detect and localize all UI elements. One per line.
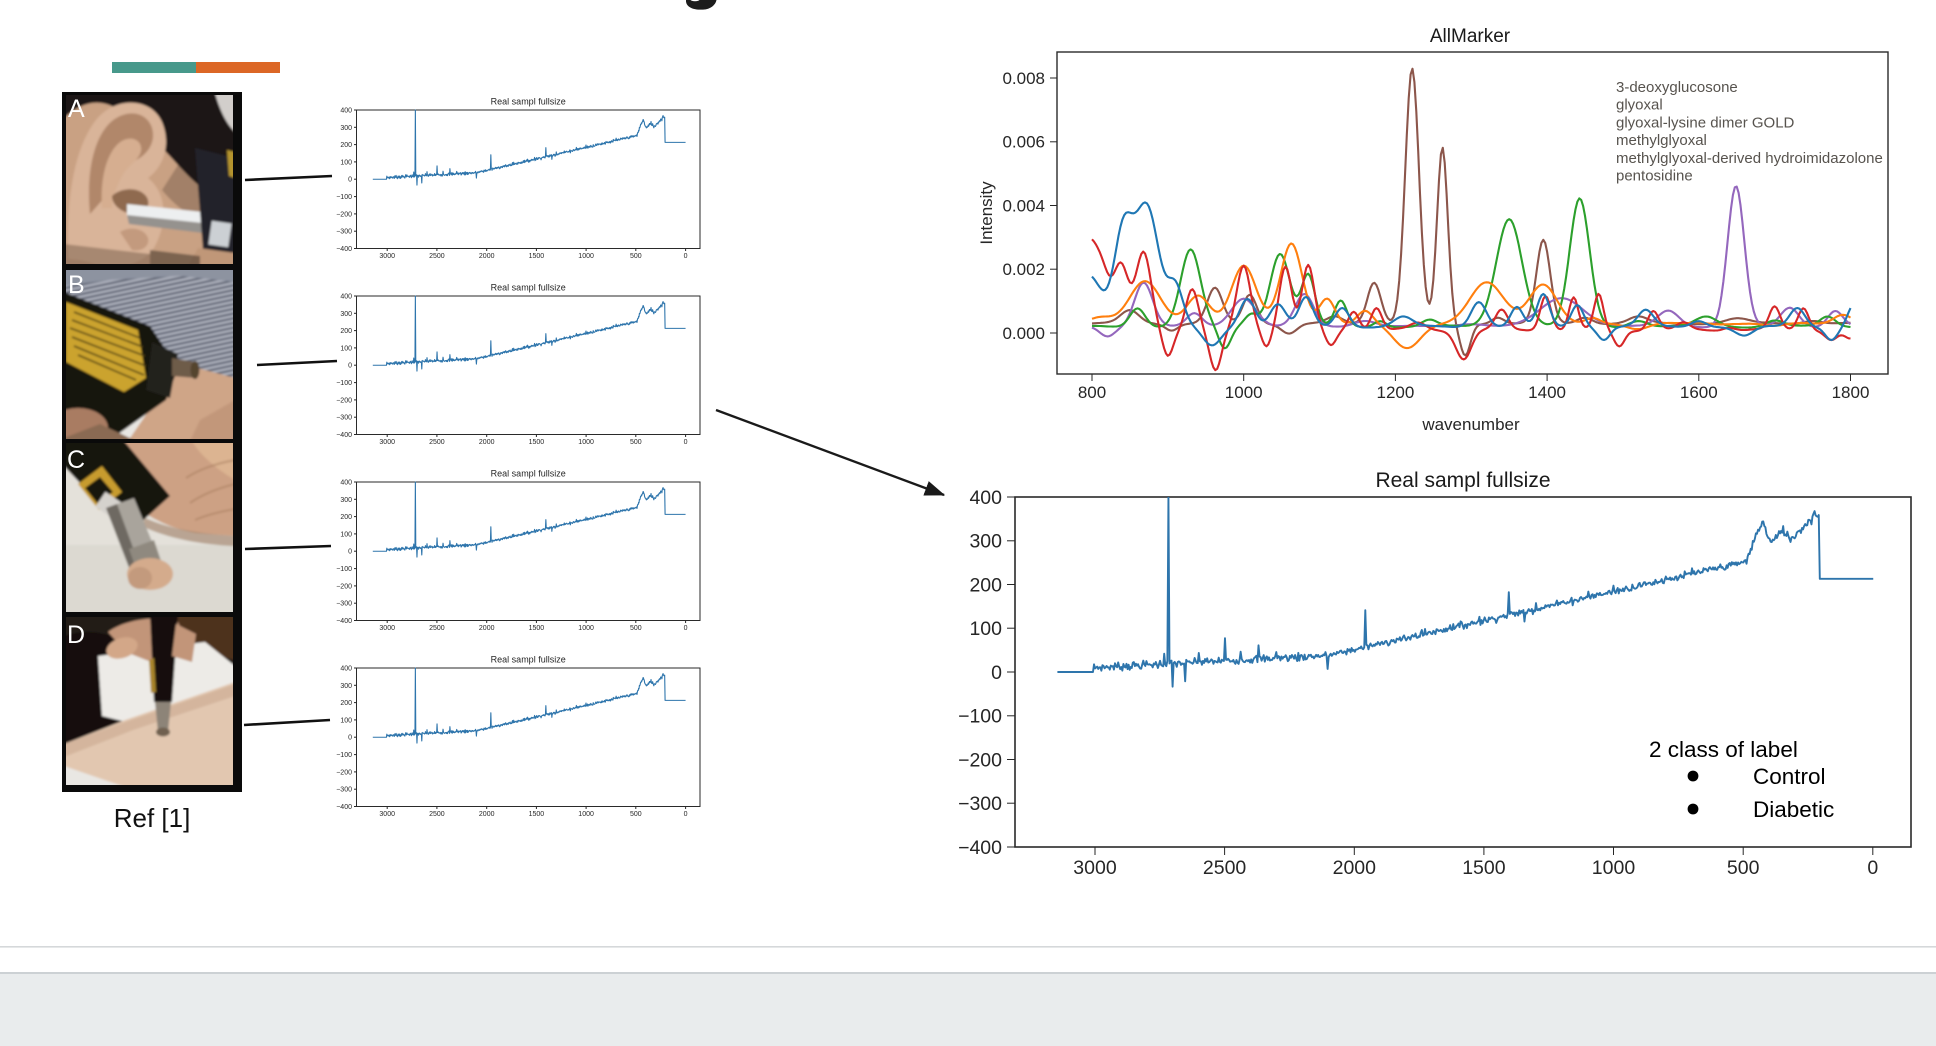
svg-text:0.008: 0.008	[1002, 69, 1045, 88]
svg-text:400: 400	[969, 487, 1002, 509]
svg-text:D: D	[67, 621, 85, 649]
svg-text:100: 100	[969, 618, 1002, 640]
svg-text:−100: −100	[958, 706, 1002, 728]
svg-text:pentosidine: pentosidine	[1616, 168, 1693, 185]
svg-text:methylglyoxal-derived hydroimi: methylglyoxal-derived hydroimidazolone	[1616, 150, 1883, 167]
svg-text:1400: 1400	[1528, 383, 1566, 402]
svg-text:Ref [1]: Ref [1]	[114, 803, 191, 833]
svg-text:Diabetic: Diabetic	[1753, 797, 1834, 822]
svg-text:AllMarker: AllMarker	[1430, 26, 1511, 47]
svg-text:0.004: 0.004	[1002, 196, 1045, 215]
svg-text:500: 500	[1727, 857, 1760, 879]
svg-text:0.002: 0.002	[1002, 260, 1045, 279]
svg-text:2000: 2000	[1333, 857, 1377, 879]
svg-text:Control: Control	[1753, 764, 1826, 789]
svg-text:B: B	[68, 271, 85, 299]
svg-text:300: 300	[969, 531, 1002, 553]
svg-text:0.006: 0.006	[1002, 133, 1045, 152]
svg-text:3000: 3000	[1073, 857, 1117, 879]
svg-text:200: 200	[969, 574, 1002, 596]
svg-text:2500: 2500	[1203, 857, 1247, 879]
svg-text:1200: 1200	[1376, 383, 1414, 402]
svg-text:0: 0	[991, 662, 1002, 684]
svg-text:1000: 1000	[1225, 383, 1263, 402]
svg-text:0: 0	[1867, 857, 1878, 879]
svg-text:2 class of label: 2 class of label	[1649, 737, 1798, 762]
svg-text:A: A	[68, 95, 85, 123]
svg-text:glyoxal: glyoxal	[1616, 97, 1663, 114]
svg-text:1500: 1500	[1462, 857, 1506, 879]
svg-text:1800: 1800	[1832, 383, 1870, 402]
svg-text:−300: −300	[958, 793, 1002, 815]
svg-text:−400: −400	[958, 837, 1002, 859]
svg-text:Intensity: Intensity	[977, 181, 996, 245]
svg-text:C: C	[67, 446, 85, 474]
svg-text:wavenumber: wavenumber	[1421, 415, 1520, 434]
svg-text:−200: −200	[958, 749, 1002, 771]
svg-text:800: 800	[1078, 383, 1106, 402]
svg-text:methylglyoxal: methylglyoxal	[1616, 132, 1707, 149]
svg-text:Real sampl fullsize: Real sampl fullsize	[1375, 469, 1550, 492]
svg-text:0.000: 0.000	[1002, 324, 1045, 343]
svg-text:1000: 1000	[1592, 857, 1636, 879]
svg-text:glyoxal-lysine dimer GOLD: glyoxal-lysine dimer GOLD	[1616, 114, 1795, 131]
svg-text:1600: 1600	[1680, 383, 1718, 402]
svg-text:3-deoxyglucosone: 3-deoxyglucosone	[1616, 79, 1738, 96]
